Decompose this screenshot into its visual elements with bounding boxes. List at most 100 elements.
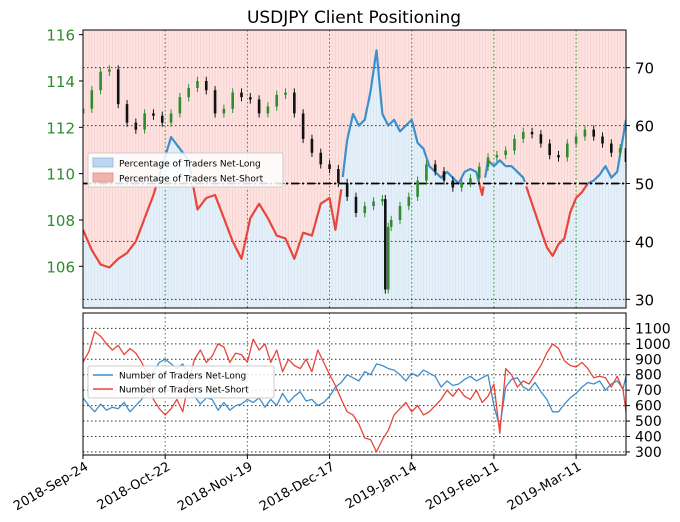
count-tick-label: 400 bbox=[635, 429, 662, 445]
bottom-panel-frame bbox=[82, 312, 627, 456]
price-candle bbox=[574, 136, 578, 144]
legend-swatch bbox=[92, 172, 114, 183]
price-tick-label: 114 bbox=[46, 73, 75, 91]
price-candle bbox=[460, 182, 463, 188]
price-candle bbox=[83, 108, 85, 114]
count-tick-label: 1100 bbox=[635, 321, 671, 337]
price-candle bbox=[187, 87, 190, 98]
price-candle bbox=[610, 143, 613, 153]
price-candle bbox=[134, 122, 138, 130]
price-candle bbox=[372, 201, 375, 207]
price-candle bbox=[310, 138, 314, 153]
price-candle bbox=[125, 104, 129, 123]
price-candle bbox=[319, 152, 323, 165]
price-candle bbox=[143, 113, 146, 130]
price-candle bbox=[222, 108, 226, 114]
top-panel-frame bbox=[82, 29, 627, 309]
price-candle bbox=[196, 80, 199, 88]
x-tick-label: 2019-Feb-11 bbox=[423, 459, 502, 513]
price-candle bbox=[469, 178, 472, 183]
price-candle bbox=[381, 199, 384, 202]
percent-tick-label: 60 bbox=[635, 118, 654, 136]
price-candle bbox=[301, 113, 305, 139]
price-candle bbox=[90, 90, 94, 109]
price-candle bbox=[398, 206, 402, 220]
count-tick-label: 500 bbox=[635, 414, 662, 430]
x-tick-label: 2018-Oct-22 bbox=[95, 459, 173, 513]
price-candle bbox=[389, 219, 393, 227]
price-candle bbox=[386, 226, 390, 290]
count-tick-label: 600 bbox=[635, 399, 662, 415]
price-candle bbox=[213, 90, 217, 114]
net-long-fill bbox=[83, 50, 626, 308]
count-tick-label: 700 bbox=[635, 383, 662, 399]
price-candle bbox=[231, 92, 234, 109]
count-tick-label: 1000 bbox=[635, 337, 671, 353]
count-tick-label: 800 bbox=[635, 368, 662, 384]
legend-label: Number of Traders Net-Short bbox=[119, 386, 249, 396]
x-tick-label: 2018-Nov-19 bbox=[175, 459, 255, 514]
price-tick-label: 112 bbox=[46, 119, 75, 137]
legend-label: Percentage of Traders Net-Long bbox=[119, 160, 261, 170]
price-candle bbox=[108, 69, 111, 72]
percent-tick-label: 40 bbox=[635, 233, 654, 251]
price-tick-label: 106 bbox=[46, 258, 75, 276]
price-candle bbox=[99, 71, 102, 91]
price-candle bbox=[565, 143, 569, 158]
price-candle bbox=[204, 80, 208, 91]
price-candle bbox=[425, 164, 428, 181]
percent-tick-label: 50 bbox=[635, 175, 654, 193]
price-candle bbox=[354, 196, 358, 214]
price-candle bbox=[451, 180, 455, 188]
legend-label: Percentage of Traders Net-Short bbox=[119, 175, 264, 185]
count-tick-label: 900 bbox=[635, 352, 662, 368]
price-candle bbox=[384, 199, 387, 290]
price-tick-label: 116 bbox=[46, 27, 75, 45]
price-candle bbox=[601, 136, 604, 144]
x-tick-label: 2018-Sep-24 bbox=[11, 459, 91, 514]
top-legend-box bbox=[87, 152, 284, 188]
net-short-line bbox=[478, 183, 485, 197]
price-candle bbox=[583, 129, 587, 137]
chart-title: USDJPY Client Positioning bbox=[247, 8, 461, 28]
price-candle bbox=[249, 97, 252, 100]
price-tick-label: 108 bbox=[46, 212, 75, 230]
price-candle bbox=[530, 131, 534, 135]
net-long-line bbox=[587, 119, 626, 185]
price-candle bbox=[624, 148, 626, 163]
price-candle bbox=[266, 106, 270, 114]
bottom-legend-box bbox=[87, 365, 275, 399]
price-candle bbox=[539, 134, 543, 144]
top-panel-area bbox=[83, 30, 626, 308]
percent-tick-label: 30 bbox=[635, 291, 654, 309]
legend-swatch bbox=[92, 157, 114, 168]
price-candle bbox=[416, 180, 419, 197]
price-candle bbox=[442, 171, 446, 181]
price-candle bbox=[337, 169, 340, 183]
price-tick-label: 110 bbox=[46, 166, 75, 184]
price-candle bbox=[116, 69, 120, 105]
net-long-line bbox=[341, 49, 481, 185]
price-candle bbox=[169, 113, 173, 123]
net-short-fill bbox=[83, 30, 626, 268]
price-candle bbox=[486, 157, 490, 167]
price-candle bbox=[345, 182, 349, 197]
x-tick-label: 2019-Mar-11 bbox=[505, 459, 584, 513]
price-candle bbox=[293, 92, 296, 114]
net-short-line bbox=[525, 182, 589, 257]
price-candle bbox=[557, 155, 560, 158]
price-candle bbox=[152, 113, 155, 116]
percent-tick-label: 70 bbox=[635, 60, 654, 78]
price-candle bbox=[548, 143, 551, 156]
net-short-line bbox=[83, 185, 158, 269]
price-candle bbox=[257, 99, 261, 114]
legend-label: Number of Traders Net-Long bbox=[119, 372, 246, 382]
price-candle bbox=[178, 97, 182, 114]
price-candle bbox=[160, 115, 164, 123]
price-candle bbox=[240, 92, 243, 98]
price-candle bbox=[504, 150, 507, 156]
price-candle bbox=[592, 129, 596, 137]
price-candle bbox=[477, 166, 481, 179]
